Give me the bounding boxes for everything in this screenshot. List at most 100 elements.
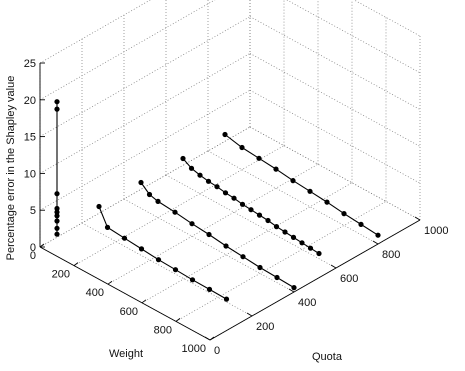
- data-point: [54, 209, 60, 215]
- y-tick-mark: [414, 216, 421, 221]
- x-tick-label: 200: [52, 269, 70, 281]
- y-tick-mark: [330, 264, 337, 269]
- grid-line: [39, 53, 251, 174]
- grid-line: [249, 89, 421, 184]
- y-axis-line: [209, 219, 421, 341]
- data-point: [206, 286, 213, 292]
- z-tick-label: 10: [24, 168, 36, 180]
- grid-line: [39, 89, 251, 211]
- data-point: [239, 201, 246, 207]
- series-line-4: [182, 158, 320, 254]
- data-point: [256, 212, 263, 218]
- series-line-3: [140, 182, 295, 289]
- grid-line: [39, 16, 251, 137]
- z-tick-label: 5: [30, 205, 36, 217]
- data-point: [299, 240, 305, 246]
- data-point: [239, 144, 245, 151]
- grid-line: [207, 150, 379, 245]
- y-tick-label: 0: [214, 345, 220, 357]
- data-point: [54, 99, 60, 105]
- data-point: [231, 195, 237, 201]
- data-point: [223, 296, 230, 302]
- x-tick-mark: [73, 262, 79, 266]
- data-point: [189, 277, 196, 283]
- data-point: [138, 179, 144, 186]
- data-point: [375, 232, 381, 238]
- axis-layer: [39, 62, 421, 341]
- data-point: [273, 224, 280, 230]
- z-tick-label: 0: [30, 242, 36, 254]
- data-point: [172, 267, 179, 273]
- data-point: [54, 225, 60, 231]
- x-tick-mark: [39, 243, 45, 248]
- tick-label-layer: 0 5 10 15 20 25 0 200 400 600 800 1000 0 200 400 600 800…: [24, 58, 449, 357]
- data-point: [214, 184, 220, 190]
- data-point: [341, 211, 347, 217]
- z-tick-label: 15: [24, 132, 36, 144]
- grid-line: [165, 174, 337, 269]
- data-point: [54, 231, 60, 237]
- y-tick-mark: [288, 288, 295, 293]
- data-point: [290, 178, 296, 184]
- data-point: [206, 231, 212, 238]
- data-point: [54, 213, 60, 219]
- data-point: [222, 190, 229, 196]
- data-point: [222, 131, 228, 138]
- data-point: [223, 243, 229, 249]
- x-tick-label: 400: [86, 287, 104, 299]
- grid-line: [39, 0, 151, 64]
- data-point: [188, 165, 195, 171]
- x-tick-label: 600: [120, 306, 138, 318]
- y-tick-label: 400: [298, 297, 316, 309]
- x-tick-label: 1000: [182, 343, 206, 355]
- grid-line: [249, 126, 421, 221]
- grid-line: [107, 163, 319, 285]
- y-tick-mark: [372, 240, 379, 245]
- data-point: [54, 205, 60, 212]
- y-tick-mark: [204, 336, 211, 341]
- grid-layer: [39, 0, 421, 341]
- data-point: [146, 191, 153, 198]
- data-point: [256, 155, 262, 161]
- y-tick-label: 1000: [424, 225, 448, 237]
- grid-line: [353, 0, 421, 37]
- grid-line: [39, 126, 251, 248]
- data-point: [324, 199, 330, 205]
- data-point: [172, 209, 178, 215]
- z-tick-label: 20: [24, 95, 36, 107]
- series-line-5: [224, 134, 379, 236]
- grid-line: [249, 16, 421, 110]
- x-tick-mark: [107, 280, 113, 285]
- series-layer: [54, 99, 381, 302]
- x-tick-label: 800: [154, 324, 172, 336]
- data-point: [205, 178, 212, 184]
- z-tick-label: 25: [24, 58, 36, 70]
- data-point: [104, 224, 111, 230]
- data-point: [155, 198, 161, 204]
- y-tick-mark: [246, 312, 253, 317]
- data-point: [265, 217, 271, 224]
- data-point: [307, 245, 314, 251]
- x-tick-mark: [141, 299, 147, 304]
- data-point: [291, 285, 297, 291]
- x-axis-label: Weight: [109, 348, 143, 360]
- grid-line: [73, 145, 285, 266]
- data-point: [290, 234, 297, 240]
- x-tick-mark: [175, 318, 181, 322]
- x-axis-line: [39, 246, 211, 341]
- x-tick-mark: [209, 336, 215, 341]
- data-point: [54, 106, 60, 112]
- grid-line: [39, 0, 216, 101]
- data-point: [121, 235, 128, 241]
- data-point: [197, 172, 203, 178]
- data-point: [274, 274, 280, 281]
- data-point: [189, 221, 195, 227]
- data-point: [240, 254, 246, 260]
- z-axis-label: Percentage error in the Shapley value: [5, 76, 17, 261]
- grid-line: [249, 53, 421, 147]
- data-point: [138, 246, 145, 252]
- data-point: [316, 250, 322, 257]
- grid-line: [81, 222, 253, 317]
